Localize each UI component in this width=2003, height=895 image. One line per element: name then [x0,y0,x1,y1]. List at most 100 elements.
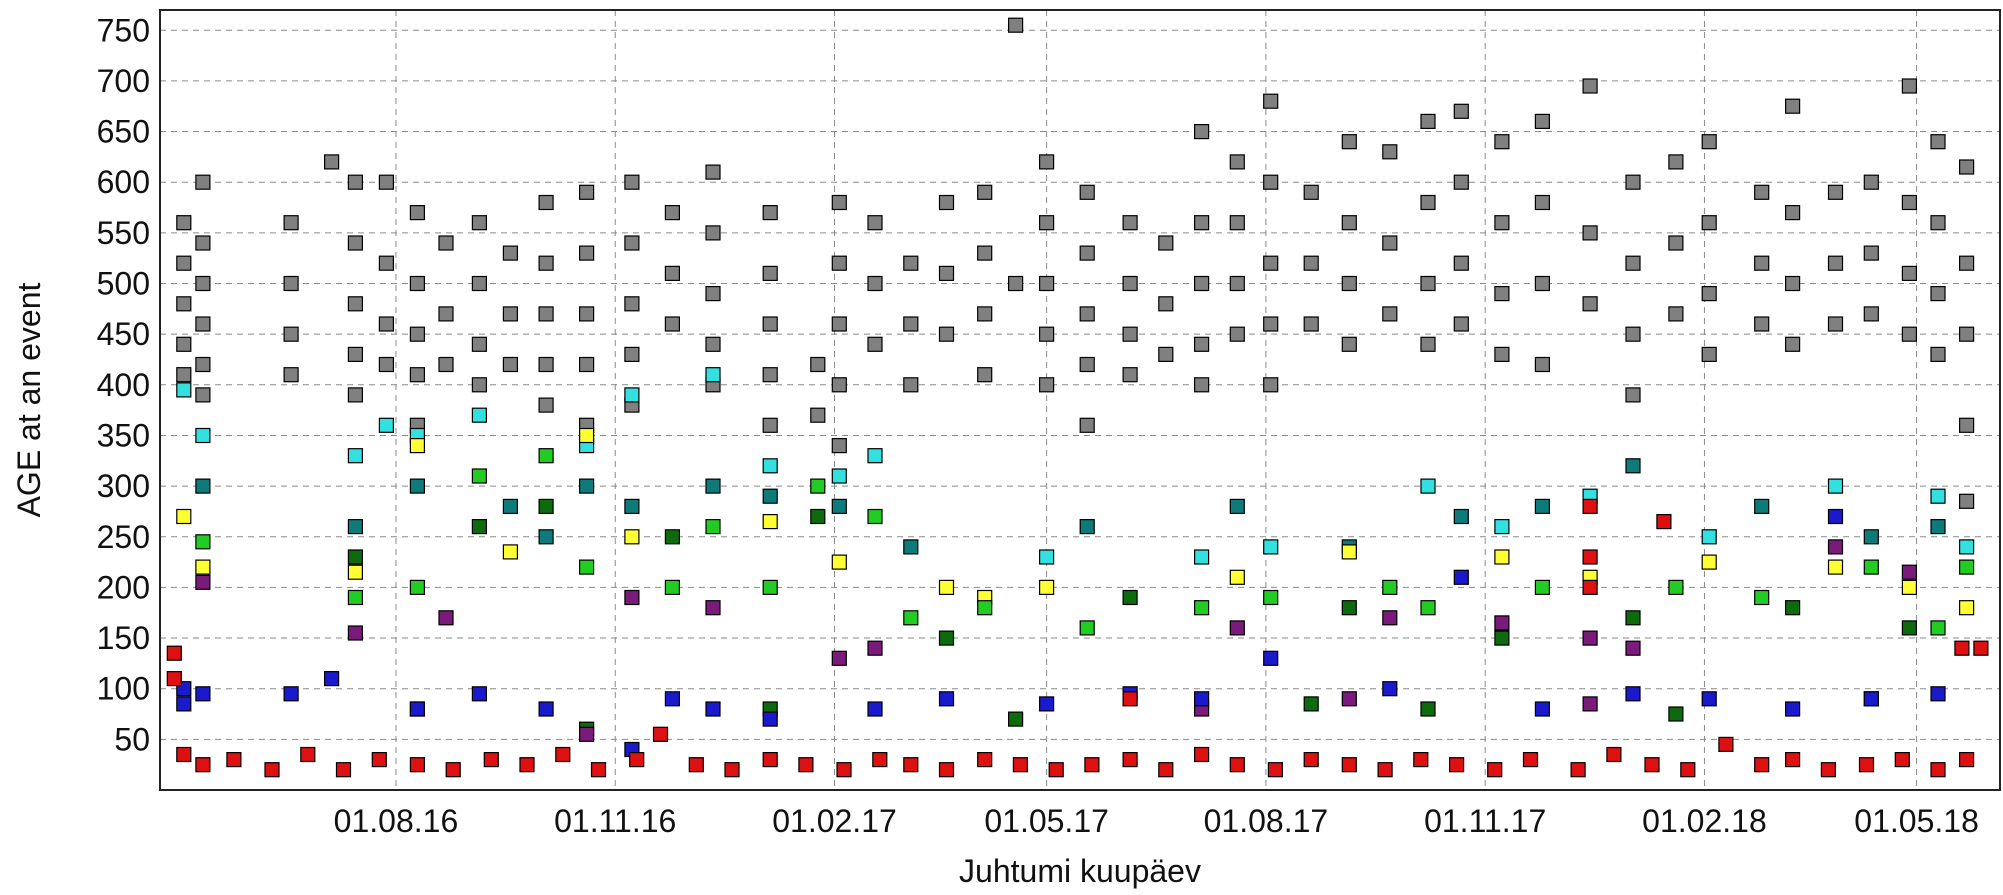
data-point [378,356,394,373]
data-point [1193,275,1210,292]
data-point [1263,316,1279,332]
data-point [1079,356,1095,373]
data-point [1901,564,1918,580]
data-point [335,762,352,778]
data-point [1582,630,1598,646]
data-point [1582,498,1598,514]
data-point [1079,417,1095,433]
data-point [1263,589,1279,606]
data-point [409,438,425,454]
y-tick-label: 450 [97,316,150,352]
data-point [195,427,211,444]
data-point [938,194,955,211]
data-point [1625,458,1641,474]
data-point [409,478,425,494]
data-point [872,751,888,768]
data-point [538,498,554,514]
data-point [1930,620,1946,636]
data-point [347,549,363,565]
data-point [1303,255,1319,271]
data-point [705,336,721,352]
x-tick-label: 01.11.16 [554,803,676,839]
data-point [1193,377,1210,393]
data-point [176,215,192,231]
data-point [195,534,211,550]
data-point [1958,326,1975,342]
data-point [1863,245,1879,261]
data-point [283,686,299,702]
data-point [762,205,778,221]
data-point [1453,316,1469,332]
data-point [1668,235,1684,251]
data-point [831,316,847,332]
data-point [502,498,518,514]
data-point [1930,286,1946,302]
data-point [1668,579,1684,596]
data-point [1453,174,1469,190]
x-tick-label: 01.08.17 [1204,803,1329,839]
data-point [1038,154,1055,170]
data-point [1930,686,1946,702]
data-point [831,498,847,514]
data-point [1625,640,1641,656]
data-point [1420,194,1436,211]
data-point [1303,696,1319,712]
x-axis-title: Juhtumi kuupäev [959,853,1201,889]
data-point [176,336,192,352]
data-point [176,296,192,312]
data-point [578,559,595,575]
data-point [1193,336,1210,352]
plot-frame [159,9,2001,791]
data-point [226,751,242,768]
data-point [1263,650,1279,666]
data-point [1420,701,1436,717]
data-point [762,417,778,433]
data-point [762,316,778,332]
data-point [1084,757,1100,773]
y-tick-label: 150 [97,620,150,656]
data-point [1625,174,1641,190]
data-point [1644,757,1660,773]
data-point [438,610,454,626]
data-point [324,154,340,170]
data-point [977,306,993,322]
data-point [1534,275,1551,292]
data-point [1193,123,1210,140]
data-point [977,245,993,261]
data-point [1122,215,1138,231]
data-point [1863,691,1879,707]
data-point [1784,205,1801,221]
data-point [471,468,487,484]
data-point [1827,559,1844,575]
data-point [1827,508,1844,525]
series-purple [195,539,1918,742]
data-point [903,539,919,555]
data-point [471,377,487,393]
data-point [1754,589,1770,606]
data-point [1382,306,1398,322]
data-point [1784,701,1801,717]
data-point [624,346,640,362]
data-point [867,508,883,525]
x-tick-label: 01.05.18 [1854,803,1979,839]
data-point [1193,600,1210,616]
data-point [1582,78,1598,94]
data-point [471,686,487,702]
data-point [867,215,883,231]
data-point [1582,296,1598,312]
data-point [538,529,554,545]
data-point [195,316,211,332]
data-point [1303,184,1319,200]
data-point [762,265,778,281]
data-point [1656,513,1672,530]
data-point [483,751,499,768]
data-point [1263,93,1279,109]
x-tick-label: 01.02.17 [772,803,897,839]
data-point [1038,275,1055,292]
data-point [1122,691,1138,707]
data-point [1229,215,1245,231]
data-point [867,701,883,717]
data-point [409,367,425,383]
data-point [938,691,955,707]
data-point [555,746,571,763]
